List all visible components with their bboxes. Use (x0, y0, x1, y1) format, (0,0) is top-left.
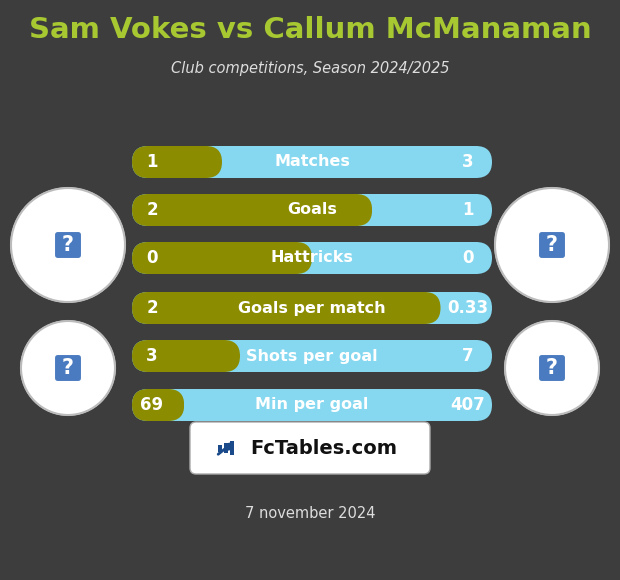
FancyBboxPatch shape (132, 292, 441, 324)
Circle shape (495, 188, 609, 302)
Circle shape (505, 321, 599, 415)
Text: 0: 0 (146, 249, 157, 267)
Bar (222, 146, 224, 178)
Text: 3: 3 (146, 347, 158, 365)
FancyBboxPatch shape (54, 231, 82, 259)
Text: Club competitions, Season 2024/2025: Club competitions, Season 2024/2025 (170, 60, 450, 75)
Text: 0.33: 0.33 (448, 299, 489, 317)
FancyBboxPatch shape (132, 292, 492, 324)
Text: 2: 2 (146, 299, 158, 317)
Bar (312, 242, 314, 274)
Text: Matches: Matches (274, 154, 350, 169)
Text: ?: ? (62, 235, 74, 255)
FancyBboxPatch shape (132, 146, 222, 178)
Text: ?: ? (546, 235, 558, 255)
Text: 2: 2 (146, 201, 158, 219)
FancyBboxPatch shape (132, 146, 492, 178)
FancyBboxPatch shape (132, 242, 312, 274)
FancyBboxPatch shape (132, 340, 240, 372)
Bar (230, 441, 234, 455)
Text: 7: 7 (462, 347, 474, 365)
Circle shape (11, 188, 125, 302)
FancyBboxPatch shape (132, 242, 492, 274)
Text: Sam Vokes vs Callum McManaman: Sam Vokes vs Callum McManaman (29, 16, 591, 44)
Text: Goals per match: Goals per match (238, 300, 386, 316)
Text: 1: 1 (463, 201, 474, 219)
Text: 69: 69 (141, 396, 164, 414)
Text: 7 november 2024: 7 november 2024 (245, 506, 375, 521)
Bar (441, 292, 443, 324)
Text: Hattricks: Hattricks (270, 251, 353, 266)
Text: 407: 407 (451, 396, 485, 414)
Text: 0: 0 (463, 249, 474, 267)
FancyBboxPatch shape (538, 231, 566, 259)
Text: 3: 3 (462, 153, 474, 171)
FancyBboxPatch shape (132, 340, 492, 372)
Text: ?: ? (62, 358, 74, 378)
FancyBboxPatch shape (132, 194, 492, 226)
Bar (372, 194, 374, 226)
Text: Min per goal: Min per goal (255, 397, 369, 412)
Bar (240, 340, 242, 372)
Text: Goals: Goals (287, 202, 337, 218)
Text: ?: ? (546, 358, 558, 378)
Circle shape (21, 321, 115, 415)
FancyBboxPatch shape (132, 389, 492, 421)
Bar (184, 389, 186, 421)
FancyBboxPatch shape (132, 194, 372, 226)
Text: Shots per goal: Shots per goal (246, 349, 378, 364)
Text: 1: 1 (146, 153, 157, 171)
Text: FcTables.com: FcTables.com (250, 438, 397, 458)
FancyBboxPatch shape (190, 422, 430, 474)
FancyBboxPatch shape (132, 389, 184, 421)
Bar (224, 443, 228, 453)
FancyBboxPatch shape (538, 354, 566, 382)
FancyBboxPatch shape (54, 354, 82, 382)
Bar (218, 444, 222, 451)
